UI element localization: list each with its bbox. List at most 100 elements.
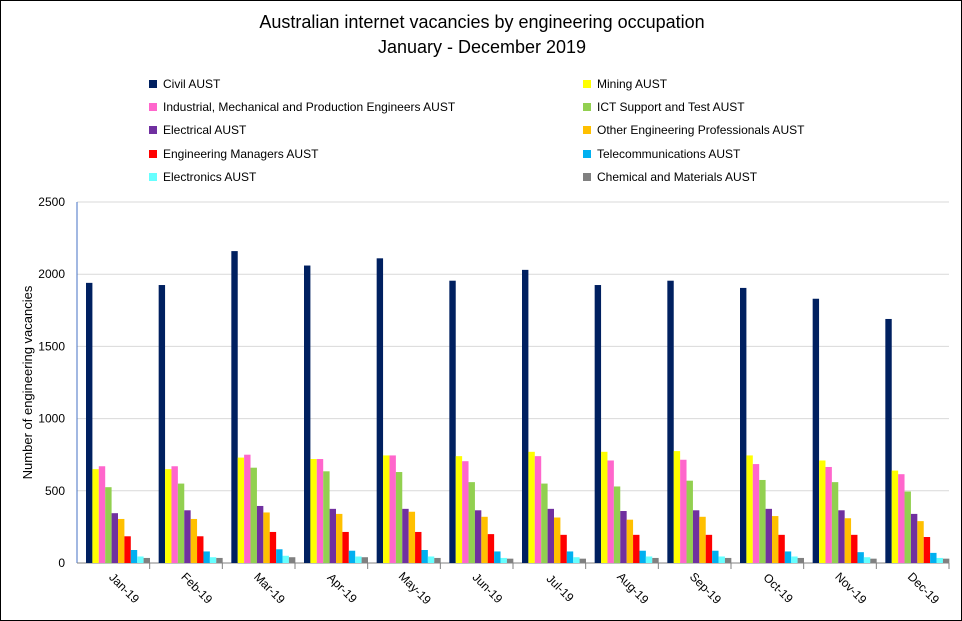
bar bbox=[177, 483, 185, 563]
bar bbox=[105, 487, 112, 563]
bar bbox=[639, 550, 646, 563]
bar bbox=[752, 464, 760, 563]
bar bbox=[143, 557, 150, 563]
bar bbox=[190, 518, 198, 563]
bar bbox=[601, 451, 608, 563]
bar bbox=[686, 480, 693, 563]
bar bbox=[86, 282, 93, 563]
x-tick-label: Aug-19 bbox=[614, 570, 651, 607]
bar bbox=[361, 557, 368, 563]
bar bbox=[857, 552, 864, 563]
chart-subtitle: January - December 2019 bbox=[377, 37, 587, 57]
bar bbox=[652, 557, 659, 563]
y-tick-label: 2500 bbox=[38, 195, 65, 209]
bar bbox=[942, 558, 950, 563]
bar bbox=[276, 549, 283, 563]
y-axis-title: Number of engineering vacancies bbox=[20, 285, 35, 479]
bar bbox=[740, 287, 747, 563]
x-tick-label: Jan-19 bbox=[106, 570, 142, 606]
legend-swatch bbox=[583, 126, 591, 135]
bar bbox=[718, 556, 725, 563]
bar bbox=[547, 508, 554, 563]
bar bbox=[765, 508, 772, 563]
bar bbox=[434, 557, 441, 563]
bar bbox=[692, 510, 700, 563]
bar bbox=[825, 466, 832, 563]
bar bbox=[481, 516, 488, 563]
bar bbox=[851, 534, 858, 563]
bar bbox=[910, 513, 918, 563]
bar bbox=[594, 285, 602, 563]
legend-item: Engineering Managers AUST bbox=[149, 147, 318, 161]
legend-label: Telecommunications AUST bbox=[597, 146, 741, 161]
y-tick-label: 2000 bbox=[38, 267, 65, 281]
bar bbox=[759, 479, 766, 563]
bar bbox=[402, 508, 409, 563]
bar bbox=[667, 280, 674, 563]
legend-item: Electronics AUST bbox=[149, 170, 256, 184]
bar bbox=[626, 519, 634, 563]
bar bbox=[534, 456, 542, 563]
bar bbox=[923, 537, 931, 563]
legend-label: Electrical AUST bbox=[163, 123, 247, 138]
bar bbox=[244, 454, 251, 563]
chart-title: Australian internet vacancies by enginee… bbox=[259, 12, 705, 32]
bar bbox=[158, 285, 166, 563]
bar bbox=[607, 460, 614, 563]
legend-label: Chemical and Materials AUST bbox=[597, 169, 758, 184]
bar bbox=[930, 552, 937, 563]
bar bbox=[506, 558, 514, 563]
bar bbox=[165, 469, 172, 563]
bar bbox=[554, 517, 561, 563]
bar bbox=[124, 536, 131, 563]
bar bbox=[579, 558, 586, 563]
x-tick-label: Nov-19 bbox=[832, 570, 869, 607]
legend-label: Mining AUST bbox=[597, 77, 668, 91]
x-tick-label: Mar-19 bbox=[251, 570, 288, 607]
legend-item: Other Engineering Professionals AUST bbox=[583, 123, 804, 137]
bar bbox=[784, 551, 792, 563]
bar bbox=[310, 459, 317, 563]
legend-item: Electrical AUST bbox=[149, 123, 246, 137]
bar bbox=[209, 557, 217, 563]
bar bbox=[778, 534, 785, 563]
bar bbox=[184, 510, 191, 563]
bar bbox=[797, 557, 804, 563]
legend-label: Civil AUST bbox=[163, 77, 221, 91]
bar bbox=[633, 534, 640, 563]
bar bbox=[269, 531, 277, 563]
bar bbox=[263, 512, 270, 563]
legend-label: ICT Support and Test AUST bbox=[597, 100, 745, 115]
bar bbox=[699, 516, 706, 563]
bar bbox=[408, 511, 416, 563]
bar bbox=[560, 534, 567, 563]
x-tick-label: May-19 bbox=[396, 569, 434, 607]
bar bbox=[316, 459, 324, 563]
bar bbox=[500, 557, 507, 563]
bar bbox=[427, 556, 435, 563]
legend-swatch bbox=[583, 172, 591, 181]
bar bbox=[395, 472, 403, 563]
legend-swatch bbox=[149, 149, 157, 158]
bar bbox=[282, 555, 289, 563]
x-tick-label: Jun-19 bbox=[470, 570, 506, 606]
bar bbox=[342, 531, 349, 563]
bar bbox=[541, 483, 548, 563]
bar bbox=[904, 491, 911, 563]
bar bbox=[831, 482, 839, 563]
bar bbox=[203, 551, 210, 563]
bar bbox=[613, 486, 621, 563]
legend-swatch bbox=[149, 172, 157, 181]
bar bbox=[487, 534, 495, 563]
bar bbox=[383, 455, 390, 563]
bar bbox=[705, 534, 713, 563]
bar bbox=[329, 508, 336, 563]
bar bbox=[673, 451, 681, 563]
bar bbox=[838, 510, 845, 563]
legend-label: Engineering Managers AUST bbox=[163, 146, 319, 161]
x-tick-label: Feb-19 bbox=[178, 570, 215, 607]
bar bbox=[645, 556, 653, 563]
bar bbox=[474, 510, 482, 563]
bar bbox=[171, 466, 178, 563]
